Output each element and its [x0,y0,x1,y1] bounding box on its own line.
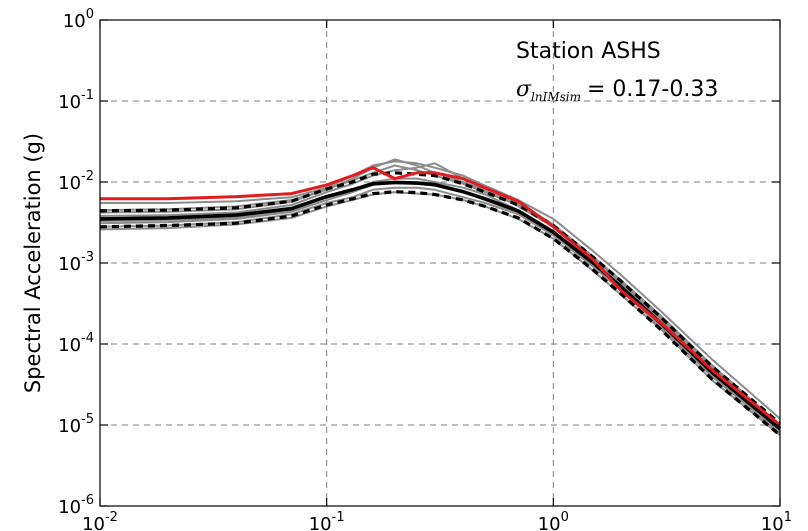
sigma-label: σlnIMsim = 0.17-0.33 [516,77,718,104]
sigma-value: = 0.17-0.33 [587,77,718,102]
median-series-line [99,180,782,431]
x-tick-label: 10-1 [309,510,345,531]
y-tick-label: 10-3 [58,250,94,275]
bound-series-line [99,171,782,425]
simulation-series-line [99,162,781,430]
x-tick-label: 101 [761,510,792,531]
station-label: Station ASHS [516,39,661,64]
bound-series-line [99,190,782,437]
y-tick-label: 100 [63,7,94,32]
sigma-subscript: lnIMsim [531,90,581,104]
y-tick-label: 10-6 [58,493,94,518]
x-tick-label: 10-2 [82,510,118,531]
simulation-series-line [100,160,781,420]
x-tick-label: 100 [538,510,569,531]
recorded-series-line [100,166,781,427]
y-axis-label: Spectral Acceleration (g) [21,133,45,393]
y-tick-label: 10-2 [58,169,94,194]
y-tick-label: 10-5 [58,412,94,437]
median-series-group [99,180,782,431]
y-tick-label: 10-4 [58,331,94,356]
y-axis-ticks: 10-6 10-5 10-4 10-3 10-2 10-1 100 [58,7,780,518]
x-axis-ticks: 10-2 10-1 100 101 [82,20,792,531]
bounds-series-group [99,171,782,437]
recorded-series-group [100,166,781,427]
sigma-symbol: σ [516,77,532,102]
y-tick-label: 10-1 [58,88,94,113]
grid-lines [100,20,780,506]
